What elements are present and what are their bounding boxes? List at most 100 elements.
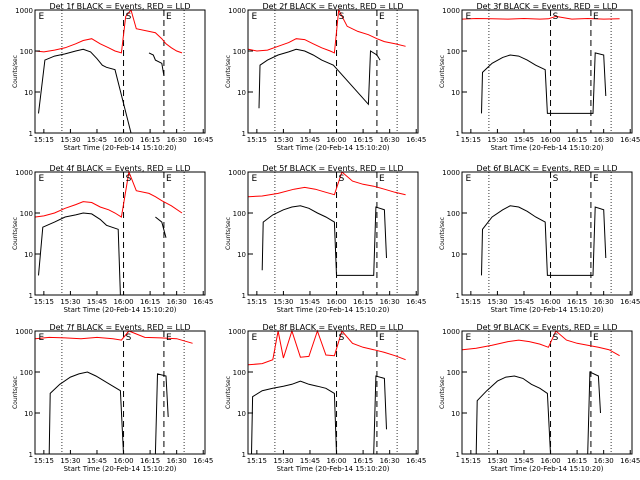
x-tick-label: 16:30 — [167, 298, 187, 306]
x-tick-label: 16:00 — [540, 457, 560, 465]
x-tick-label: 15:45 — [514, 457, 534, 465]
y-tick-label: 100 — [447, 210, 460, 218]
saa-marker-label: S — [553, 12, 559, 22]
y-tick-label: 1000 — [442, 328, 460, 336]
y-tick-label: 1 — [242, 292, 246, 300]
plot-frame — [34, 330, 206, 455]
panel-title: Det 4f BLACK = Events, RED = LLD — [49, 164, 190, 173]
y-tick-label: 100 — [20, 369, 33, 377]
x-tick-label: 15:30 — [487, 457, 507, 465]
x-tick-label: 16:00 — [113, 136, 133, 144]
x-tick-label: 16:15 — [353, 298, 373, 306]
y-tick-label: 1000 — [15, 7, 33, 15]
saa-marker-label: S — [339, 174, 345, 184]
start-marker-label: E — [466, 333, 472, 343]
x-tick-label: 15:45 — [300, 457, 320, 465]
x-tick-label: 16:30 — [380, 136, 400, 144]
y-tick-label: 1 — [29, 292, 33, 300]
eclipse-marker-label: E — [166, 12, 172, 22]
x-tick-label: 16:15 — [567, 136, 587, 144]
eclipse-marker-label: E — [166, 174, 172, 184]
eclipse-marker-label: E — [379, 333, 385, 343]
x-tick-label: 16:45 — [406, 136, 426, 144]
x-axis-label: Start Time (20-Feb-14 15:10:20) — [490, 144, 603, 152]
x-tick-label: 16:15 — [353, 136, 373, 144]
panel-title: Det 2f BLACK = Events, RED = LLD — [262, 2, 403, 11]
x-tick-label: 16:30 — [594, 457, 614, 465]
saa-marker-label: S — [553, 333, 559, 343]
lld-series-line — [248, 171, 406, 198]
start-marker-label: E — [466, 12, 472, 22]
x-tick-label: 16:00 — [540, 136, 560, 144]
x-tick-label: 15:30 — [273, 457, 293, 465]
x-tick-label: 16:45 — [193, 457, 213, 465]
y-tick-label: 1 — [456, 292, 460, 300]
plot-frame — [34, 9, 206, 134]
x-tick-label: 16:15 — [140, 136, 160, 144]
start-marker-label: E — [466, 174, 472, 184]
eclipse-marker-label: E — [593, 333, 599, 343]
y-tick-label: 100 — [233, 369, 246, 377]
x-tick-label: 15:30 — [273, 136, 293, 144]
lld-series-line — [35, 8, 183, 54]
x-tick-label: 15:30 — [60, 457, 80, 465]
y-tick-label: 1000 — [228, 7, 246, 15]
y-tick-label: 1000 — [442, 169, 460, 177]
x-tick-label: 15:30 — [487, 136, 507, 144]
y-tick-label: 1 — [29, 130, 33, 138]
start-marker-label: E — [39, 12, 45, 22]
y-axis-label: Counts/sec — [439, 55, 446, 88]
plot-frame — [247, 171, 419, 296]
x-tick-label: 16:30 — [594, 298, 614, 306]
lld-series-line — [462, 15, 620, 20]
y-tick-label: 1000 — [15, 169, 33, 177]
y-tick-label: 100 — [233, 210, 246, 218]
x-tick-label: 16:45 — [620, 457, 640, 465]
x-tick-label: 15:30 — [273, 298, 293, 306]
panel-title: Det 5f BLACK = Events, RED = LLD — [262, 164, 403, 173]
y-tick-label: 10 — [237, 251, 246, 259]
x-tick-label: 16:30 — [380, 457, 400, 465]
x-tick-label: 16:00 — [326, 136, 346, 144]
x-tick-label: 15:45 — [87, 298, 107, 306]
events-series-line — [481, 205, 607, 276]
panel-title: Det 1f BLACK = Events, RED = LLD — [49, 2, 190, 11]
panel-title: Det 9f BLACK = Events, RED = LLD — [476, 323, 617, 332]
y-tick-label: 100 — [447, 369, 460, 377]
start-marker-label: E — [252, 12, 258, 22]
events-series-line — [251, 375, 387, 455]
saa-marker-label: S — [126, 333, 132, 343]
y-axis-label: Counts/sec — [225, 55, 232, 88]
y-tick-label: 1 — [29, 451, 33, 459]
y-tick-label: 100 — [233, 48, 246, 56]
y-tick-label: 1 — [456, 451, 460, 459]
events-series-line — [481, 52, 607, 114]
x-tick-label: 15:45 — [87, 457, 107, 465]
x-axis-label: Start Time (20-Feb-14 15:10:20) — [63, 144, 176, 152]
y-tick-label: 10 — [451, 251, 460, 259]
y-tick-label: 1000 — [442, 7, 460, 15]
y-axis-label: Counts/sec — [12, 376, 19, 409]
plot-frame — [461, 171, 633, 296]
x-axis-label: Start Time (20-Feb-14 15:10:20) — [276, 306, 389, 314]
saa-marker-label: S — [126, 174, 132, 184]
plot-frame — [461, 9, 633, 134]
x-tick-label: 15:15 — [461, 298, 481, 306]
x-tick-label: 15:15 — [247, 457, 267, 465]
x-tick-label: 15:45 — [300, 136, 320, 144]
x-tick-label: 16:30 — [167, 136, 187, 144]
x-tick-label: 15:45 — [87, 136, 107, 144]
y-tick-label: 100 — [447, 48, 460, 56]
events-series-line — [475, 371, 601, 455]
plot-frame — [34, 171, 206, 296]
x-tick-label: 15:30 — [60, 136, 80, 144]
panel-title: Det 8f BLACK = Events, RED = LLD — [262, 323, 403, 332]
events-series-line — [38, 48, 165, 134]
y-axis-label: Counts/sec — [12, 55, 19, 88]
x-tick-label: 16:30 — [594, 136, 614, 144]
x-axis-label: Start Time (20-Feb-14 15:10:20) — [63, 465, 176, 473]
